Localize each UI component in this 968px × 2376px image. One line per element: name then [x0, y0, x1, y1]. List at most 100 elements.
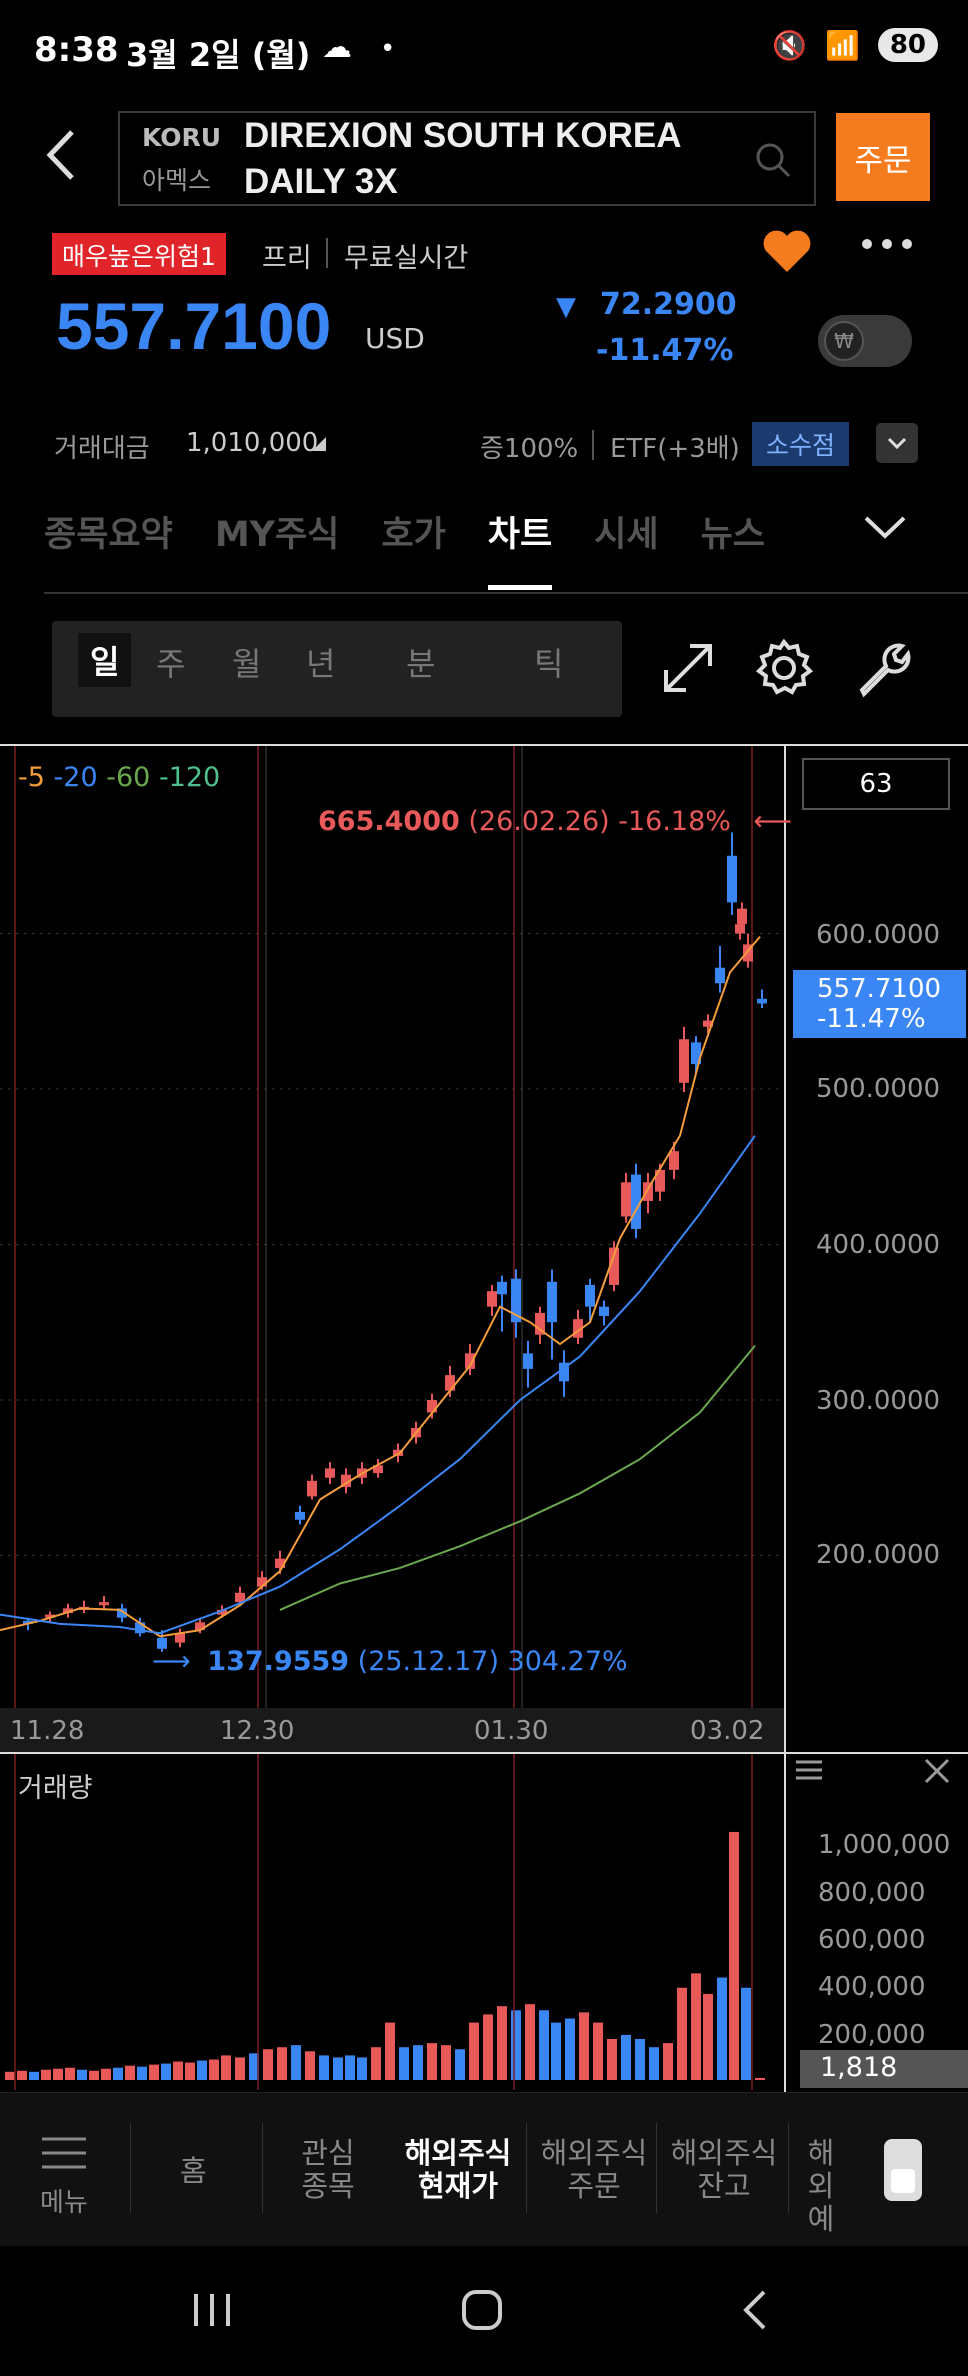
- volume-tick: 800,000: [818, 1878, 926, 1908]
- volume-bar: [663, 2043, 673, 2080]
- period-day[interactable]: 일: [78, 633, 132, 687]
- nav-overseas-order[interactable]: 해외주식 주문: [540, 2136, 648, 2203]
- price-change-pct: -11.47%: [596, 333, 734, 368]
- volume-bar: [565, 2018, 575, 2080]
- candle-body: [217, 1609, 227, 1615]
- more-menu-icon[interactable]: [860, 234, 914, 258]
- status-date: 3월 2일 (월): [126, 36, 311, 74]
- volume-bar: [137, 2066, 147, 2080]
- ma-legend-5: -5: [18, 762, 45, 793]
- nav-divider: [788, 2123, 789, 2213]
- volume-bar: [621, 2034, 631, 2080]
- settings-icon[interactable]: [752, 636, 816, 704]
- battery-indicator: 80: [877, 28, 938, 62]
- candle-body: [573, 1319, 583, 1338]
- candle-body: [679, 1039, 689, 1083]
- free-label: 프리: [262, 243, 312, 274]
- nav-overseas-balance[interactable]: 해외주식 잔고: [670, 2136, 778, 2203]
- volume-chart[interactable]: [0, 1754, 784, 2090]
- volume-bar: [345, 2055, 355, 2080]
- volume-bar: [511, 2010, 521, 2080]
- tab-news[interactable]: 뉴스: [700, 515, 766, 555]
- ma5-line: [0, 935, 761, 1638]
- candle-body: [643, 1182, 653, 1201]
- volume-bar: [161, 2063, 171, 2080]
- period-year[interactable]: 년: [306, 645, 336, 683]
- back-button[interactable]: [42, 120, 92, 200]
- candle-body: [295, 1511, 305, 1520]
- candle-body: [655, 1169, 665, 1192]
- down-arrow-icon: ▼: [556, 292, 576, 322]
- hamburger-menu-icon[interactable]: [40, 2135, 88, 2175]
- divider: [326, 238, 328, 268]
- volume-bar: [77, 2069, 87, 2080]
- heart-icon[interactable]: [760, 226, 814, 280]
- back-nav-icon[interactable]: [740, 2288, 770, 2336]
- search-icon[interactable]: [754, 141, 792, 183]
- tab-orderbook[interactable]: 호가: [381, 515, 446, 555]
- tab-my-stock[interactable]: MY주식: [214, 515, 340, 555]
- close-icon[interactable]: [922, 1756, 952, 1790]
- tab-chart[interactable]: 차트: [487, 500, 553, 590]
- tab-quotes[interactable]: 시세: [594, 515, 659, 555]
- toggle-panel-icon[interactable]: [884, 2139, 922, 2201]
- expand-icon[interactable]: [656, 636, 720, 704]
- volume-tick: 400,000: [818, 1972, 926, 2002]
- right-arrow-icon: ⟶: [152, 1646, 191, 1677]
- volume-bar: [441, 2045, 451, 2080]
- candle-body: [275, 1558, 285, 1568]
- nav-watchlist[interactable]: 관심 종목: [301, 2136, 355, 2203]
- price-chart[interactable]: [0, 746, 784, 1708]
- menu-icon[interactable]: [794, 1758, 824, 1786]
- volume-tick: 1,000,000: [818, 1830, 951, 1860]
- volume-bar: [497, 2006, 507, 2080]
- nav-overseas-price[interactable]: 해외주식 현재가: [404, 2136, 512, 2203]
- home-icon[interactable]: [460, 2288, 504, 2336]
- volume-bar: [101, 2068, 111, 2080]
- candle-body: [669, 1151, 679, 1170]
- recent-apps-icon[interactable]: [190, 2290, 234, 2334]
- candle-count-input[interactable]: 63: [802, 758, 950, 810]
- mute-icon: 🔇: [772, 28, 807, 62]
- stock-search-box[interactable]: KORU 아멕스 DIREXION SOUTH KOREA DAILY 3X: [118, 111, 816, 206]
- candle-body: [737, 908, 747, 925]
- won-icon: ₩: [824, 321, 864, 361]
- tab-summary[interactable]: 종목요약: [44, 515, 173, 555]
- volume-bar: [635, 2039, 645, 2080]
- wrench-icon[interactable]: [850, 636, 914, 704]
- volume-bar: [399, 2047, 409, 2080]
- order-button[interactable]: 주문: [836, 113, 930, 201]
- left-arrow-icon: ⟵: [753, 806, 793, 837]
- info-dropdown-button[interactable]: [876, 423, 918, 463]
- nav-menu-label[interactable]: 메뉴: [40, 2188, 88, 2218]
- volume-bar: [209, 2059, 219, 2080]
- realtime-label: 무료실시간: [344, 243, 469, 274]
- volume-bar: [385, 2022, 395, 2080]
- price-change: 72.2900: [600, 287, 737, 322]
- volume-bar: [729, 1831, 739, 2080]
- candle-body: [175, 1633, 185, 1643]
- period-minute[interactable]: 분: [406, 645, 436, 683]
- ma20-line: [0, 1135, 756, 1635]
- nav-home[interactable]: 홈: [180, 2154, 207, 2188]
- candle-body: [373, 1465, 383, 1474]
- candle-body: [599, 1306, 609, 1317]
- volume-bar: [5, 2071, 15, 2080]
- candle-body: [445, 1375, 455, 1391]
- low-detail: (25.12.17) 304.27%: [357, 1646, 628, 1677]
- ma-legend-20: -20: [53, 762, 98, 793]
- date-tick: 11.28: [10, 1716, 85, 1746]
- margin-label: 증100%: [480, 434, 579, 464]
- trade-value-label: 거래대금: [54, 434, 150, 464]
- corner-triangle-icon: [312, 436, 326, 455]
- period-month[interactable]: 월: [232, 645, 262, 683]
- volume-bar: [113, 2067, 123, 2080]
- volume-bar: [691, 1973, 701, 2080]
- currency-toggle[interactable]: ₩: [818, 315, 912, 367]
- volume-bar: [185, 2062, 195, 2080]
- fraction-badge[interactable]: 소수점: [752, 422, 850, 466]
- period-week[interactable]: 주: [156, 645, 186, 683]
- chevron-down-icon[interactable]: [860, 508, 910, 552]
- period-tick[interactable]: 틱: [534, 645, 564, 683]
- nav-overseas-more[interactable]: 해외 예: [807, 2137, 835, 2236]
